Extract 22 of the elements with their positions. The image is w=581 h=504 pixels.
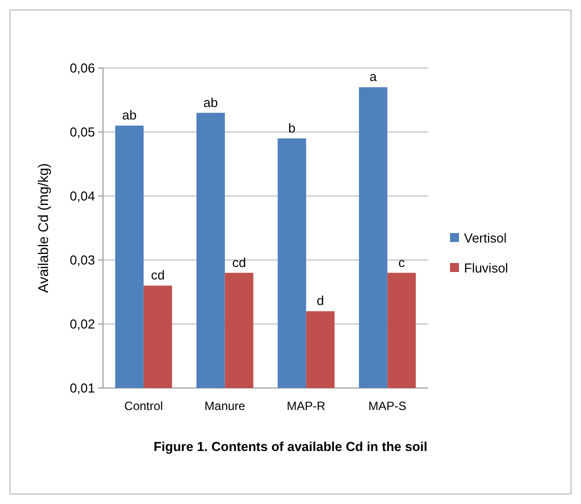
annotation: ab [122,108,137,123]
annotation: a [370,69,378,84]
text: Figure 1. Contents of available Cd in the soil [154,439,428,454]
x-tick-label: Control [124,399,163,413]
x-tick-label: Manure [204,399,246,413]
annotation: cd [232,254,246,270]
legend-label: Fluvisol [464,260,508,276]
y-tick-label: 0,06 [70,60,95,76]
y-tick-label: 0,03 [70,252,95,268]
y-tick-label: 0,01 [70,380,95,396]
x-tick-label: MAP-R [286,399,326,413]
y-tick-label: 0,02 [70,316,95,332]
y-tick-label: 0,04 [70,188,95,204]
x-tick-label: MAP-S [368,399,406,413]
y-axis-title: Available Cd (mg/kg) [35,163,51,293]
annotation: cd [150,268,165,283]
legend-label: Vertisol [464,230,507,246]
annotation: b [288,120,296,136]
annotation: ab [203,94,218,110]
annotation: c [398,254,406,270]
annotation: d [316,293,324,308]
y-tick-label: 0,05 [70,124,95,140]
